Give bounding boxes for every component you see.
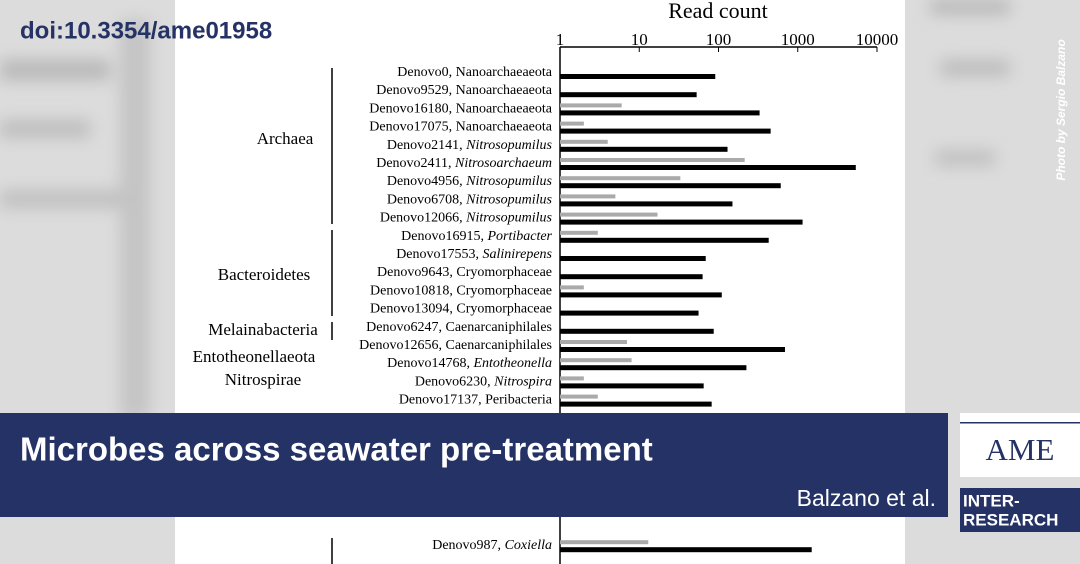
y-tick-label: Denovo4956, Nitrosopumilus (387, 174, 553, 189)
banner-authors: Balzano et al. (797, 485, 936, 511)
bar (560, 237, 769, 243)
bar (560, 110, 760, 116)
bar (560, 292, 722, 298)
bar (560, 230, 598, 235)
bar (560, 158, 745, 162)
bar (560, 328, 714, 334)
group-label: Archaea (257, 129, 314, 148)
publisher-line: RESEARCH (963, 510, 1058, 529)
banner (0, 413, 948, 517)
bar (560, 347, 785, 352)
bar (560, 103, 622, 108)
logo-journal: AME (986, 432, 1055, 467)
publisher-line: INTER- (963, 491, 1020, 510)
bar (560, 146, 728, 152)
bar (560, 285, 584, 290)
bar (560, 74, 716, 79)
y-tick-label: Denovo10818, Cryomorphaceae (370, 284, 552, 299)
y-tick-label: Denovo16915, Portibacter (401, 229, 552, 244)
bar (560, 383, 704, 389)
x-tick-label: 1 (556, 30, 565, 49)
y-tick-label: Denovo17553, Salinirepens (396, 247, 552, 262)
y-tick-label: Denovo9643, Cryomorphaceae (377, 265, 552, 280)
bar (560, 165, 856, 170)
y-tick-label: Denovo987, Coxiella (432, 538, 552, 553)
y-tick-label: Denovo13094, Cryomorphaceae (370, 302, 552, 317)
y-tick-label: Denovo17137, Peribacteria (399, 393, 553, 408)
logo-rule (960, 422, 1080, 424)
y-tick-label: Denovo9529, Nanoarchaeaeota (376, 83, 552, 98)
bar (560, 394, 598, 399)
blurred-background (0, 0, 1010, 420)
bar (560, 401, 712, 407)
x-tick-label: 10 (631, 30, 648, 49)
y-tick-label: Denovo17075, Nanoarchaeaeota (369, 120, 552, 135)
bar (560, 212, 658, 217)
bar (560, 540, 649, 545)
x-tick-label: 10000 (856, 30, 899, 49)
bar (560, 139, 608, 144)
y-tick-label: Denovo2411, Nitrosoarchaeum (376, 156, 552, 171)
y-tick-label: Denovo12656, Caenarcaniphilales (359, 338, 552, 353)
y-tick-label: Denovo16180, Nanoarchaeaeota (369, 102, 552, 117)
logo-box (960, 413, 1080, 477)
group-label: Entotheonellaeota (193, 347, 316, 366)
bar (560, 128, 771, 134)
bar (560, 176, 681, 181)
group-label: Melainabacteria (208, 320, 318, 339)
bar (560, 310, 699, 316)
bar (560, 183, 781, 189)
bar (560, 274, 703, 280)
group-label: Bacteroidetes (218, 265, 311, 284)
bar (560, 358, 632, 363)
y-tick-label: Denovo14768, Entotheonella (387, 356, 552, 371)
bar (560, 121, 584, 126)
photo-credit: Photo by Sergio Balzano (1054, 39, 1068, 180)
x-axis-label: Read count (668, 0, 768, 23)
publisher-box (960, 488, 1080, 532)
y-tick-label: Denovo2141, Nitrosopumilus (387, 138, 553, 153)
bar (560, 194, 616, 199)
bar (560, 547, 812, 553)
y-tick-label: Denovo12066, Nitrosopumilus (380, 211, 553, 226)
bar (560, 256, 706, 261)
y-tick-label: Denovo0, Nanoarchaeaeota (397, 65, 552, 80)
bar (560, 365, 747, 371)
y-tick-label: Denovo6247, Caenarcaniphilales (366, 320, 552, 335)
x-tick-label: 1000 (781, 30, 815, 49)
banner-title: Microbes across seawater pre-treatment (20, 431, 653, 468)
group-label: Nitrospirae (225, 370, 301, 389)
y-tick-label: Denovo6708, Nitrosopumilus (387, 193, 553, 208)
x-tick-label: 100 (706, 30, 732, 49)
bar (560, 201, 733, 207)
bar (560, 92, 697, 98)
doi: doi:10.3354/ame01958 (20, 17, 272, 44)
bar (560, 340, 627, 344)
bar (560, 219, 803, 225)
y-tick-label: Denovo6230, Nitrospira (415, 375, 552, 390)
bar (560, 376, 584, 381)
